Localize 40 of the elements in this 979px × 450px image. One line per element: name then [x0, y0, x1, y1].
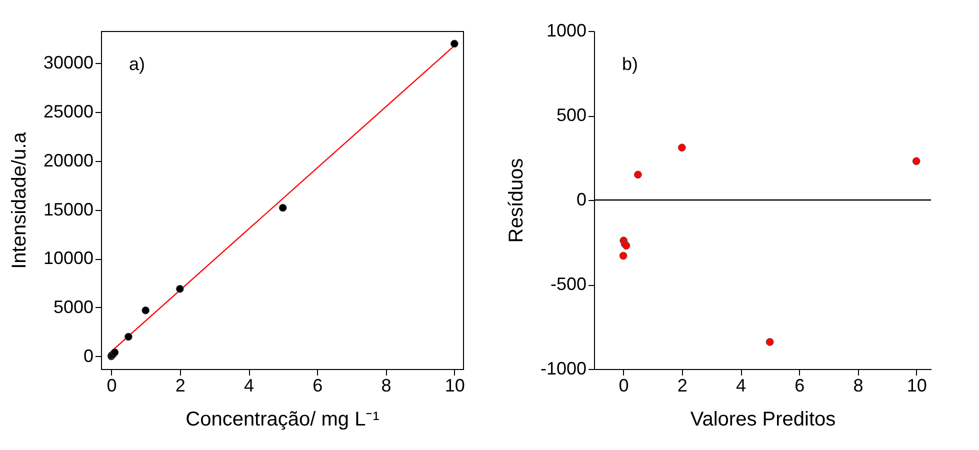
annotation: a) — [129, 54, 146, 74]
x-tick-label: 2 — [677, 376, 688, 396]
x-axis-title: Valores Preditos — [690, 408, 836, 430]
point — [450, 40, 458, 48]
x-tick-label: 0 — [618, 376, 629, 396]
y-tick-label: 20000 — [43, 150, 94, 170]
point — [278, 204, 287, 212]
point — [634, 170, 642, 179]
x-tick-label: 4 — [244, 376, 254, 396]
y-axis-title: Resíduos — [505, 158, 528, 243]
point — [678, 144, 686, 152]
point — [766, 338, 774, 346]
x-tick-label: 8 — [381, 376, 392, 396]
y-tick-label: -500 — [550, 274, 586, 294]
y-tick-label: 25000 — [43, 102, 94, 122]
y-axis-title: Intensidade/u.a — [8, 131, 30, 269]
y-tick-label: 15000 — [43, 199, 94, 220]
x-axis-title: Concentração/ mg L⁻¹ — [186, 408, 380, 430]
x-tick-label: 10 — [444, 376, 465, 396]
x-tick-label: 0 — [106, 376, 117, 396]
y-tick-label: 30000 — [43, 52, 94, 73]
y-tick-label: -1000 — [540, 358, 586, 378]
x-tick-label: 6 — [312, 376, 323, 396]
point — [176, 284, 184, 293]
y-tick-label: 10000 — [43, 248, 94, 268]
point — [912, 157, 920, 166]
x-tick-label: 6 — [794, 376, 805, 396]
y-tick-label: 500 — [556, 105, 586, 125]
point — [142, 306, 150, 314]
y-tick-label: 5000 — [53, 296, 94, 317]
x-tick-label: 10 — [906, 376, 927, 396]
y-tick-label: 0 — [83, 346, 94, 366]
y-tick-label: 0 — [576, 190, 586, 210]
x-tick-label: 4 — [736, 376, 746, 396]
point — [124, 332, 132, 341]
point — [619, 252, 628, 260]
x-tick-label: 2 — [175, 376, 186, 396]
annotation: b) — [622, 54, 638, 74]
y-tick-label: 1000 — [546, 20, 586, 40]
x-tick-label: 8 — [853, 376, 864, 396]
